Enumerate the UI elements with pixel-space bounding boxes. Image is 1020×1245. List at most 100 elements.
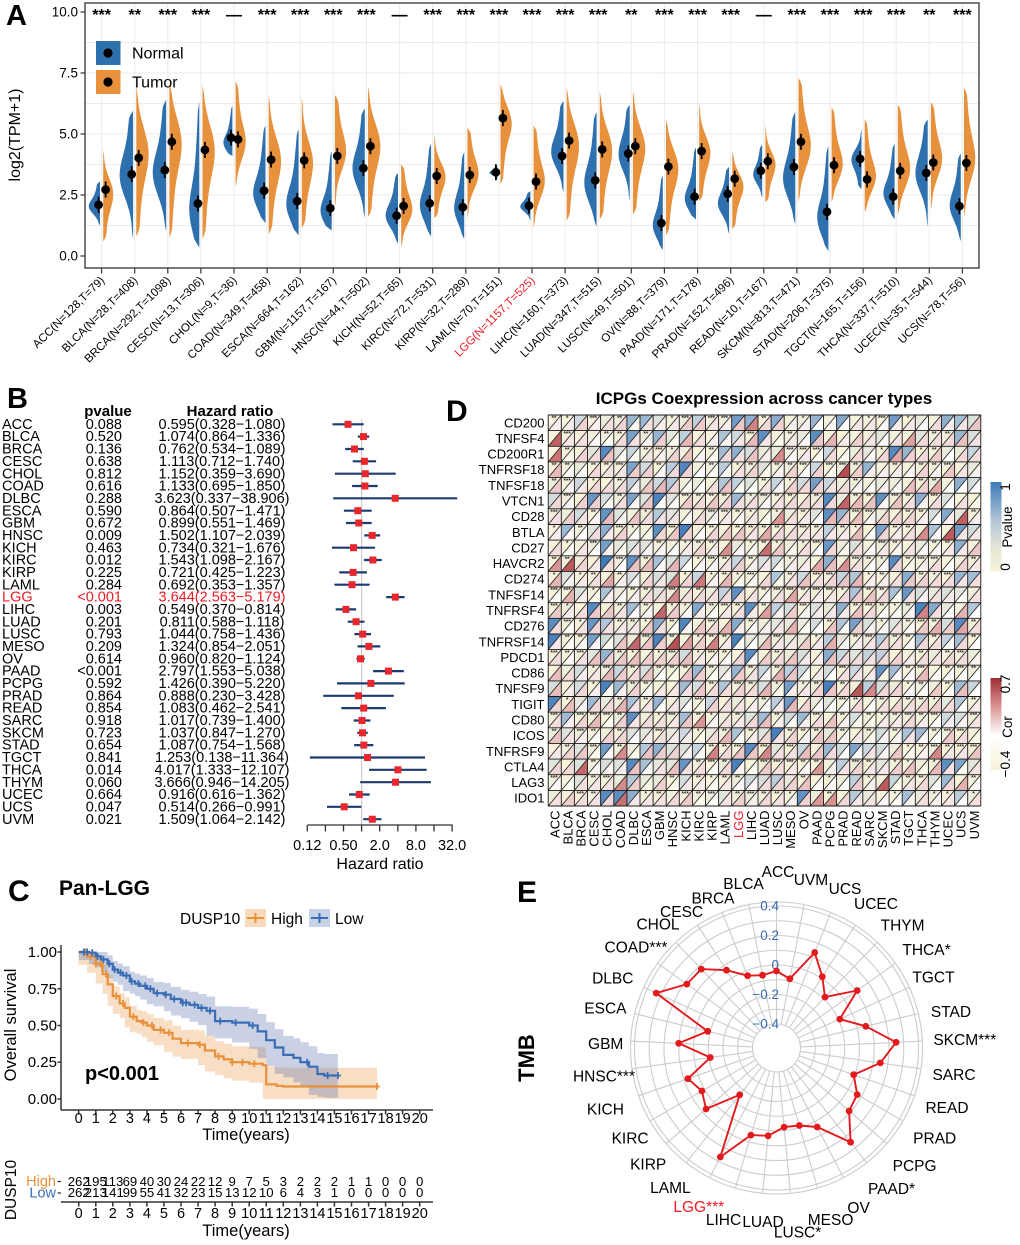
svg-text:**: **: [656, 539, 661, 548]
svg-text:*: *: [906, 414, 909, 423]
svg-text:***: ***: [760, 758, 768, 767]
svg-text:1.017(0.739−1.400): 1.017(0.739−1.400): [159, 713, 286, 729]
svg-text:Pvalue: Pvalue: [1000, 506, 1015, 547]
svg-text:0.50: 0.50: [329, 838, 357, 854]
svg-text:**: **: [971, 507, 976, 516]
svg-text:ACC: ACC: [2, 417, 33, 433]
svg-text:Hazard ratio: Hazard ratio: [187, 403, 274, 420]
svg-text:*: *: [670, 601, 673, 610]
svg-text:0.136: 0.136: [86, 442, 122, 458]
svg-text:**: **: [918, 476, 923, 485]
svg-text:*: *: [697, 554, 700, 563]
svg-text:**: **: [591, 758, 596, 767]
svg-text:*: *: [972, 789, 975, 798]
svg-text:0.50: 0.50: [28, 1018, 57, 1035]
svg-text:PRAD: PRAD: [836, 811, 851, 847]
svg-text:**: **: [643, 586, 648, 595]
svg-text:*: *: [946, 789, 949, 798]
svg-text:4: 4: [143, 1111, 151, 1127]
svg-text:**: **: [800, 773, 805, 782]
svg-text:13: 13: [225, 1185, 240, 1200]
svg-text:**: **: [748, 523, 753, 532]
svg-text:*: *: [933, 758, 936, 767]
svg-text:**: **: [918, 742, 923, 751]
svg-text:1.037(0.847−1.270): 1.037(0.847−1.270): [159, 725, 286, 741]
svg-text:5: 5: [160, 1111, 168, 1127]
svg-text:LUSC*: LUSC*: [774, 1225, 821, 1242]
svg-text:TNFRSF18: TNFRSF18: [479, 462, 545, 477]
svg-text:**: **: [735, 601, 740, 610]
svg-text:DUSP10: DUSP10: [180, 911, 241, 928]
svg-text:OV: OV: [796, 810, 811, 829]
svg-text:TMB: TMB: [514, 1034, 539, 1082]
svg-text:LAML: LAML: [650, 1180, 691, 1197]
svg-text:**: **: [564, 742, 569, 751]
svg-text:**: **: [682, 664, 687, 673]
svg-text:**: **: [931, 539, 936, 548]
svg-text:***: ***: [930, 742, 938, 751]
svg-text:0.864(0.507−1.471): 0.864(0.507−1.471): [159, 503, 286, 519]
svg-text:*: *: [880, 554, 883, 563]
svg-text:KIRP: KIRP: [630, 1157, 666, 1174]
svg-text:1: 1: [331, 1185, 338, 1200]
svg-text:**: **: [643, 695, 648, 704]
svg-text:**: **: [931, 445, 936, 454]
svg-text:**: **: [564, 554, 569, 563]
svg-text:***: ***: [490, 7, 509, 24]
svg-text:IDO1: IDO1: [514, 791, 544, 806]
svg-text:**: **: [748, 679, 753, 688]
svg-text:1.044(0.758−1.436): 1.044(0.758−1.436): [159, 627, 286, 643]
svg-text:0.638: 0.638: [86, 454, 122, 470]
svg-text:***: ***: [258, 7, 277, 24]
svg-text:Normal: Normal: [132, 46, 184, 63]
svg-text:THYM: THYM: [2, 775, 43, 791]
svg-text:**: **: [643, 679, 648, 688]
svg-text:PCPG: PCPG: [2, 676, 43, 692]
svg-text:**: **: [814, 492, 819, 501]
svg-text:SKCM: SKCM: [875, 811, 890, 849]
svg-text:**: **: [905, 773, 910, 782]
svg-text:TNFRSF4: TNFRSF4: [486, 603, 545, 618]
svg-text:10: 10: [241, 1111, 257, 1127]
svg-text:GBM: GBM: [652, 811, 667, 841]
svg-text:**: **: [722, 726, 727, 735]
svg-text:***: ***: [878, 414, 886, 423]
svg-text:LIHC: LIHC: [2, 602, 35, 618]
svg-text:READ: READ: [2, 701, 42, 717]
svg-text:**: **: [905, 617, 910, 626]
svg-text:**: **: [866, 758, 871, 767]
svg-text:*: *: [592, 476, 595, 485]
svg-text:***: ***: [158, 7, 177, 24]
svg-text:**: **: [617, 617, 622, 626]
svg-text:***: ***: [563, 476, 571, 485]
svg-text:10: 10: [241, 1206, 257, 1222]
svg-text:LGG: LGG: [731, 811, 746, 838]
svg-text:STAD: STAD: [2, 738, 40, 754]
svg-text:**: **: [696, 758, 701, 767]
svg-text:***: ***: [550, 601, 558, 610]
svg-text:**: **: [905, 633, 910, 642]
svg-text:19: 19: [395, 1206, 411, 1222]
svg-text:CESC: CESC: [2, 454, 42, 470]
svg-text:**: **: [617, 476, 622, 485]
svg-text:***: ***: [707, 554, 715, 563]
svg-text:0.664: 0.664: [86, 787, 122, 803]
svg-text:**: **: [879, 601, 884, 610]
svg-text:20: 20: [412, 1206, 428, 1222]
svg-text:18: 18: [378, 1206, 394, 1222]
svg-text:*: *: [802, 679, 805, 688]
svg-text:***: ***: [694, 695, 702, 704]
svg-text:4.017(1.333−12.107): 4.017(1.333−12.107): [154, 762, 289, 778]
svg-text:*: *: [828, 773, 831, 782]
svg-text:KICH: KICH: [678, 811, 693, 842]
svg-text:**: **: [892, 711, 897, 720]
svg-text:1.324(0.854−2.051): 1.324(0.854−2.051): [159, 639, 286, 655]
svg-text:*: *: [933, 570, 936, 579]
svg-text:***: ***: [707, 648, 715, 657]
svg-text:*: *: [854, 523, 857, 532]
svg-text:11: 11: [259, 1206, 274, 1222]
svg-text:PAAD: PAAD: [810, 811, 825, 845]
svg-text:**: **: [630, 617, 635, 626]
svg-text:Pan-LGG: Pan-LGG: [59, 877, 150, 900]
svg-text:*: *: [566, 601, 569, 610]
